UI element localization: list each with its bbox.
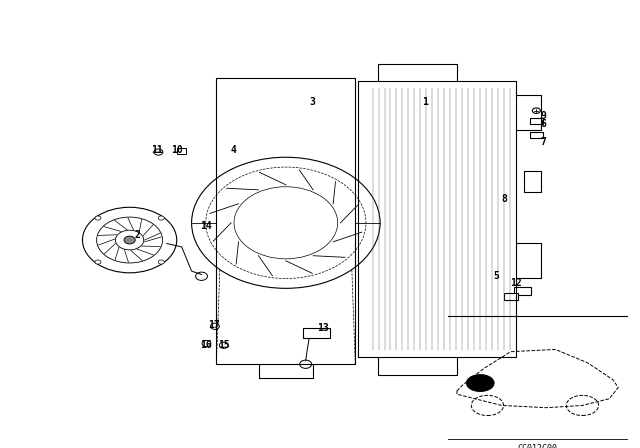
Circle shape [532, 108, 540, 113]
Circle shape [158, 216, 164, 220]
Text: 14: 14 [200, 221, 212, 231]
Text: 4: 4 [231, 145, 237, 155]
Text: 11: 11 [151, 145, 163, 155]
FancyBboxPatch shape [504, 293, 518, 301]
Text: 3: 3 [309, 97, 315, 107]
Circle shape [466, 374, 495, 392]
Text: 9: 9 [541, 111, 547, 121]
Text: 10: 10 [171, 145, 182, 155]
Circle shape [300, 360, 312, 368]
Circle shape [95, 216, 101, 220]
Text: 16: 16 [200, 340, 212, 350]
Text: 7: 7 [541, 137, 547, 147]
Text: 1: 1 [422, 97, 428, 107]
Text: 6: 6 [541, 120, 547, 129]
Circle shape [95, 260, 101, 264]
Circle shape [202, 340, 211, 347]
Circle shape [154, 149, 163, 155]
Text: 17: 17 [208, 319, 220, 330]
Circle shape [191, 157, 380, 289]
Circle shape [124, 236, 135, 244]
FancyBboxPatch shape [524, 171, 541, 192]
Circle shape [211, 323, 220, 329]
Circle shape [83, 207, 177, 273]
Text: 2: 2 [134, 230, 140, 240]
Text: CC012C00: CC012C00 [518, 444, 557, 448]
Text: 8: 8 [501, 194, 507, 204]
FancyBboxPatch shape [514, 287, 531, 295]
Circle shape [158, 260, 164, 264]
FancyBboxPatch shape [177, 148, 186, 155]
Circle shape [196, 272, 207, 280]
Circle shape [115, 230, 144, 250]
FancyBboxPatch shape [531, 118, 543, 125]
Text: 12: 12 [511, 278, 522, 288]
FancyBboxPatch shape [303, 328, 330, 338]
Text: 15: 15 [218, 340, 230, 350]
Text: 5: 5 [493, 271, 500, 281]
Circle shape [220, 342, 228, 349]
FancyBboxPatch shape [531, 132, 543, 138]
Text: 13: 13 [317, 323, 329, 333]
